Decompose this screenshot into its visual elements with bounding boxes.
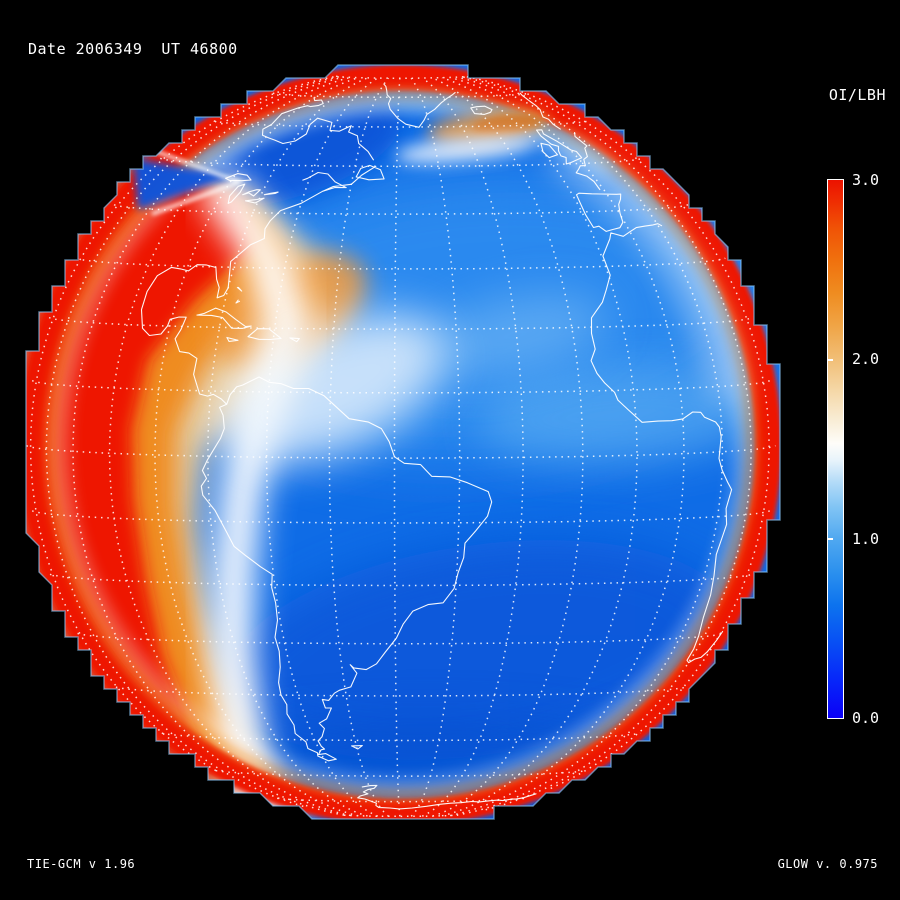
- coastlines: [140, 83, 733, 810]
- colorbar-tick-label: 1.0: [852, 530, 880, 548]
- colorbar-tick-label: 0.0: [852, 709, 880, 727]
- colorbar-title: OI/LBH: [828, 86, 886, 104]
- colorbar-tick-label: 3.0: [852, 171, 880, 189]
- glow-version-label: GLOW v. 0.975: [777, 857, 878, 871]
- date-label: Date 2006349 UT 46800: [28, 40, 238, 58]
- limb-edge: [25, 64, 781, 820]
- colorbar-tick-mark: [828, 537, 833, 540]
- terminator-notch: [133, 158, 233, 210]
- model-version-label: TIE-GCM v 1.96: [27, 857, 136, 871]
- colorbar-tick-mark: [828, 358, 833, 361]
- colorbar-gradient: [828, 180, 843, 718]
- colorbar: [827, 179, 844, 719]
- graticule: [26, 75, 776, 818]
- colorbar-tick-label: 2.0: [852, 350, 880, 368]
